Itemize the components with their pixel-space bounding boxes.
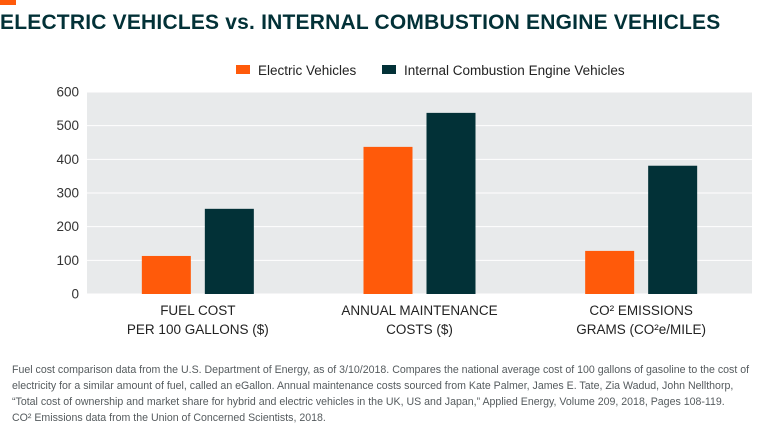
y-tick-label: 0 [71, 287, 79, 302]
bar [426, 112, 476, 294]
y-tick-label: 200 [56, 219, 79, 234]
y-tick-label: 400 [56, 152, 79, 167]
bar [363, 146, 413, 294]
legend-label: Electric Vehicles [258, 63, 357, 78]
footnote-line: CO² Emissions data from the Union of Con… [12, 412, 326, 424]
y-tick-label: 500 [56, 118, 79, 133]
bar [204, 208, 254, 294]
footnote-line: “Total cost of ownership and market shar… [12, 396, 725, 408]
x-tick-label: COSTS ($) [386, 322, 453, 337]
legend-label: Internal Combustion Engine Vehicles [404, 63, 625, 78]
bar-chart: 0 100 200 300 400 500 600 FUEL COST PER 100 GALL… [56, 63, 752, 337]
x-tick-label: GRAMS (CO²e/MILE) [576, 322, 706, 337]
x-tick-label: FUEL COST [160, 303, 235, 318]
x-tick-label: PER 100 GALLONS ($) [127, 322, 269, 337]
bar [585, 250, 635, 294]
accent-bar [0, 0, 16, 5]
legend-swatch [382, 65, 396, 74]
footnote-line: Fuel cost comparison data from the U.S. … [12, 364, 750, 376]
bar [648, 165, 698, 294]
y-tick-label: 100 [56, 253, 79, 268]
x-tick-label: ANNUAL MAINTENANCE [341, 303, 497, 318]
legend-swatch [236, 65, 250, 74]
chart-title: ELECTRIC VEHICLES vs. INTERNAL COMBUSTIO… [0, 11, 721, 34]
y-tick-label: 300 [56, 186, 79, 201]
bar [141, 255, 191, 294]
footnote: Fuel cost comparison data from the U.S. … [12, 362, 776, 426]
x-tick-label: CO² EMISSIONS [589, 303, 693, 318]
footnote-line: electricity for a similar amount of fuel… [12, 380, 734, 392]
y-tick-label: 600 [56, 85, 79, 100]
